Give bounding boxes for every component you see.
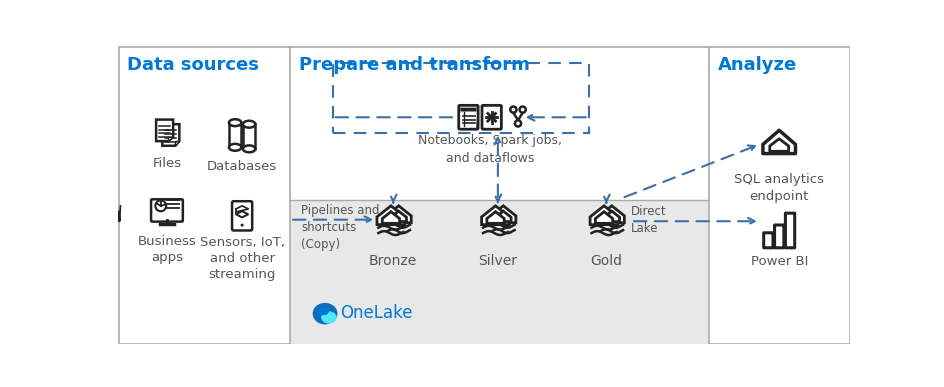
- Ellipse shape: [243, 121, 255, 128]
- Polygon shape: [595, 212, 612, 223]
- Polygon shape: [382, 212, 399, 223]
- Circle shape: [241, 224, 244, 227]
- Circle shape: [155, 200, 166, 211]
- Ellipse shape: [243, 146, 255, 152]
- Polygon shape: [589, 206, 617, 224]
- Text: Notebooks, Spark jobs,
and dataflows: Notebooks, Spark jobs, and dataflows: [417, 134, 562, 165]
- Polygon shape: [490, 206, 515, 223]
- Ellipse shape: [228, 119, 241, 126]
- FancyBboxPatch shape: [784, 213, 794, 248]
- FancyBboxPatch shape: [763, 233, 772, 248]
- Text: Sensors, IoT,
and other
streaming: Sensors, IoT, and other streaming: [199, 236, 284, 281]
- Text: Prepare and transform: Prepare and transform: [299, 57, 530, 74]
- Ellipse shape: [321, 311, 336, 324]
- FancyBboxPatch shape: [481, 105, 501, 129]
- Polygon shape: [769, 139, 788, 151]
- Ellipse shape: [228, 144, 241, 151]
- Circle shape: [510, 106, 516, 113]
- Polygon shape: [156, 120, 173, 141]
- FancyBboxPatch shape: [119, 47, 849, 344]
- Text: Direct
Lake: Direct Lake: [631, 205, 666, 235]
- Bar: [291, 200, 707, 344]
- Bar: [332, 63, 588, 133]
- Polygon shape: [386, 206, 411, 223]
- Polygon shape: [598, 206, 624, 223]
- Polygon shape: [175, 141, 179, 146]
- Text: Files: Files: [152, 158, 181, 170]
- Polygon shape: [481, 206, 509, 224]
- FancyBboxPatch shape: [151, 199, 182, 222]
- FancyBboxPatch shape: [232, 201, 252, 231]
- FancyBboxPatch shape: [458, 105, 478, 129]
- Text: Business
apps: Business apps: [138, 235, 196, 264]
- Polygon shape: [162, 124, 179, 146]
- Text: Pipelines and
shortcuts
(Copy): Pipelines and shortcuts (Copy): [301, 204, 379, 250]
- Polygon shape: [762, 130, 795, 154]
- Ellipse shape: [318, 307, 329, 315]
- FancyBboxPatch shape: [460, 108, 476, 111]
- Polygon shape: [495, 211, 511, 222]
- Text: Power BI: Power BI: [750, 255, 807, 268]
- Text: Gold: Gold: [590, 253, 622, 267]
- Text: OneLake: OneLake: [340, 304, 413, 322]
- Polygon shape: [377, 206, 404, 224]
- Circle shape: [514, 120, 520, 127]
- Polygon shape: [486, 212, 504, 223]
- FancyBboxPatch shape: [774, 225, 783, 248]
- Bar: [228, 123, 241, 147]
- Text: Bronze: Bronze: [369, 253, 417, 267]
- Bar: [243, 124, 255, 149]
- Text: SQL analytics
endpoint: SQL analytics endpoint: [733, 173, 823, 203]
- Text: Data sources: Data sources: [127, 57, 259, 74]
- Text: Silver: Silver: [478, 253, 516, 267]
- Ellipse shape: [312, 303, 337, 324]
- Polygon shape: [603, 211, 619, 222]
- Polygon shape: [391, 211, 406, 222]
- Text: Analyze: Analyze: [717, 57, 797, 74]
- Text: Databases: Databases: [207, 159, 277, 173]
- Polygon shape: [168, 137, 173, 141]
- Circle shape: [519, 106, 525, 113]
